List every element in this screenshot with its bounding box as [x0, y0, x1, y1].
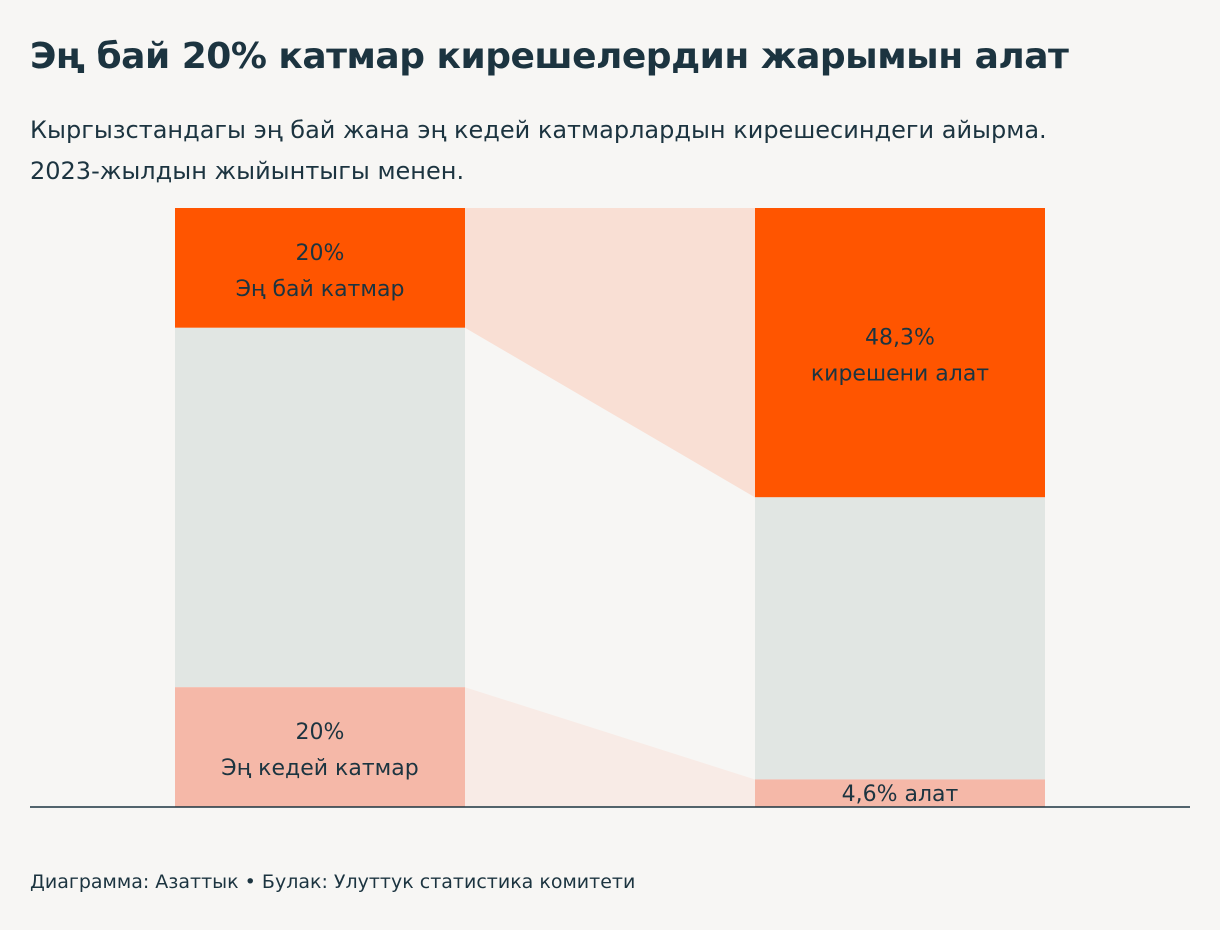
population-rich-pct-label: 20%: [296, 241, 345, 266]
subtitle-line-2: 2023-жылдын жыйынтыгы менен.: [30, 157, 465, 185]
population-poor-text-label: Эң кедей катмар: [221, 756, 418, 781]
subtitle-line-1: Кыргызстандагы эң бай жана эң кедей катм…: [30, 116, 1047, 144]
income-poor-label: 4,6% алат: [842, 782, 959, 807]
population-poor-segment: [175, 687, 465, 807]
population-middle-segment: [175, 327, 465, 688]
income-rich-pct-label: 48,3%: [865, 326, 935, 351]
population-poor-pct-label: 20%: [296, 720, 345, 745]
chart-title: Эң бай 20% катмар кирешелердин жарымын а…: [30, 36, 1069, 77]
population-rich-segment: [175, 208, 465, 328]
income-rich-text-label: кирешени алат: [811, 362, 989, 387]
chart-source: Диаграмма: Азаттык • Булак: Улуттук стат…: [30, 871, 636, 893]
rich-flow-band: [465, 208, 755, 498]
population-rich-text-label: Эң бай катмар: [236, 277, 405, 302]
income-poor-segment: [755, 779, 1045, 807]
income-middle-segment: [755, 497, 1045, 780]
chart-subtitle: Кыргызстандагы эң бай жана эң кедей катм…: [30, 110, 1190, 192]
income-rich-segment: [755, 208, 1045, 498]
poor-flow-band: [465, 687, 755, 807]
